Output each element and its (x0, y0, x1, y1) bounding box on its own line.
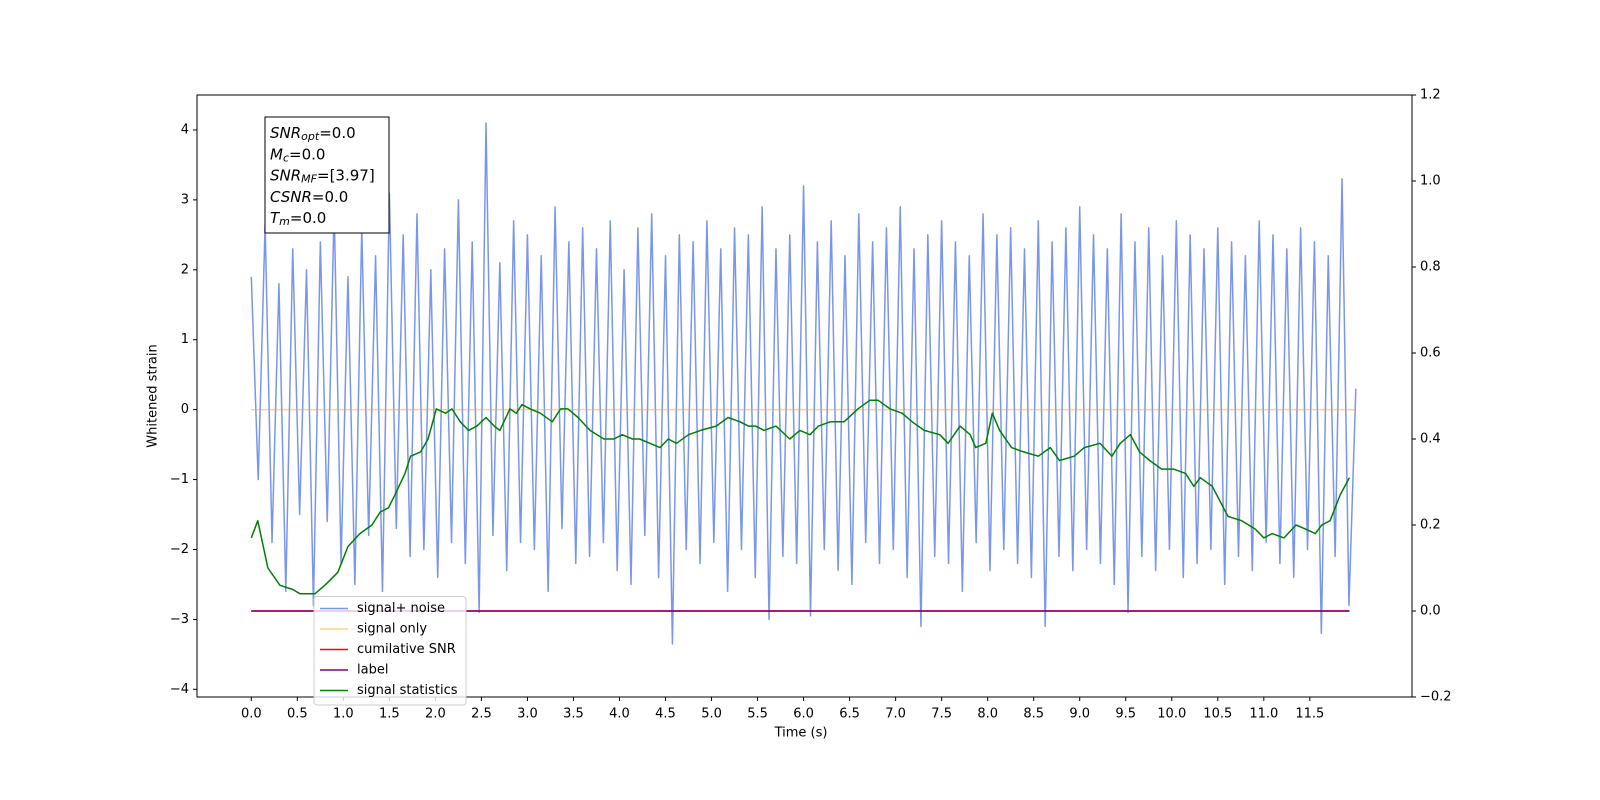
legend: signal+ noise signal only cumilative SNR la… (313, 596, 467, 706)
annotation-line: Mc=0.0 (270, 145, 325, 165)
legend-label: signal only (357, 622, 427, 637)
x-tick-label: 8.5 (1023, 707, 1044, 722)
series-line (250, 399, 1351, 595)
x-tick-label: 0.0 (241, 707, 262, 722)
annotation-symbol: M (270, 145, 283, 163)
x-tick-label: 3.0 (517, 707, 538, 722)
annotation-subscript: opt (301, 130, 320, 143)
x-tick-label: 1.0 (333, 707, 354, 722)
y2-tick-label: 0.4 (1420, 432, 1441, 447)
legend-label: label (357, 663, 388, 678)
y2-tick-label: −0.2 (1420, 690, 1452, 705)
y-tick-label: 0 (181, 402, 189, 417)
y-tick-label: 3 (181, 192, 189, 207)
x-tick-label: 3.5 (563, 707, 584, 722)
annotation-value: =0.0 (289, 145, 325, 163)
annotation-value: =0.0 (312, 187, 348, 205)
annotation-line: SNRopt=0.0 (270, 124, 356, 144)
annotation-value: =[3.97] (317, 166, 375, 184)
x-tick-label: 7.0 (885, 707, 906, 722)
annotation-frame (264, 116, 390, 234)
x-tick-label: 7.5 (931, 707, 952, 722)
y2-tick-label: 0.8 (1420, 260, 1441, 275)
x-tick-label: 10.5 (1203, 707, 1232, 722)
x-tick-label: 8.0 (977, 707, 998, 722)
legend-label: signal statistics (357, 683, 458, 698)
annotation-line: CSNR=0.0 (270, 187, 348, 205)
x-tick-label: 4.0 (609, 707, 630, 722)
x-tick-label: 2.5 (471, 707, 492, 722)
x-tick-label: 6.5 (839, 707, 860, 722)
series-line (250, 122, 1357, 645)
legend-label: cumilative SNR (357, 642, 456, 657)
annotation-symbol: SNR (270, 124, 301, 142)
y2-tick-label: 0.2 (1420, 518, 1441, 533)
x-tick-label: 5.0 (701, 707, 722, 722)
annotation-box: SNRopt=0.0Mc=0.0SNRMF=[3.97]CSNR=0.0Tm=0… (264, 116, 390, 234)
x-tick-label: 4.5 (655, 707, 676, 722)
annotation-symbol: SNR (270, 166, 301, 184)
x-tick-label: 2.0 (425, 707, 446, 722)
axes-frame (196, 94, 1413, 698)
annotation-line: Tm=0.0 (270, 209, 326, 229)
x-tick-label: 11.0 (1249, 707, 1278, 722)
y-tick-label: −3 (170, 612, 189, 627)
y2-tick-label: 0.6 (1420, 346, 1441, 361)
annotation-subscript: c (283, 151, 289, 164)
legend-frame (313, 596, 467, 706)
annotation-value: =0.0 (290, 209, 326, 227)
annotation-subscript: m (279, 215, 290, 228)
x-tick-label: 9.0 (1069, 707, 1090, 722)
x-tick-label: 0.5 (287, 707, 308, 722)
legend-label: signal+ noise (357, 601, 445, 616)
annotation-subscript: MF (301, 173, 317, 186)
y-tick-label: 2 (181, 262, 189, 277)
y-tick-label: −1 (170, 472, 189, 487)
y-axis-label: Whitened strain (146, 344, 161, 447)
y2-tick-label: 1.2 (1420, 88, 1441, 103)
y-tick-label: −4 (170, 682, 189, 697)
y2-tick-label: 1.0 (1420, 174, 1441, 189)
x-tick-label: 6.0 (793, 707, 814, 722)
x-tick-label: 9.5 (1115, 707, 1136, 722)
y-tick-label: 1 (181, 332, 189, 347)
x-tick-label: 11.5 (1295, 707, 1324, 722)
y-tick-label: 4 (181, 122, 189, 137)
annotation-symbol: T (270, 209, 281, 227)
y2-tick-label: 0.0 (1420, 604, 1441, 619)
x-axis-label: Time (s) (774, 726, 828, 741)
y-tick-label: −2 (170, 542, 189, 557)
annotation-symbol: CSNR (270, 187, 312, 205)
annotation-line: SNRMF=[3.97] (270, 166, 375, 186)
x-tick-label: 1.5 (379, 707, 400, 722)
annotation-value: =0.0 (319, 124, 355, 142)
x-tick-label: 5.5 (747, 707, 768, 722)
x-tick-label: 10.0 (1157, 707, 1186, 722)
